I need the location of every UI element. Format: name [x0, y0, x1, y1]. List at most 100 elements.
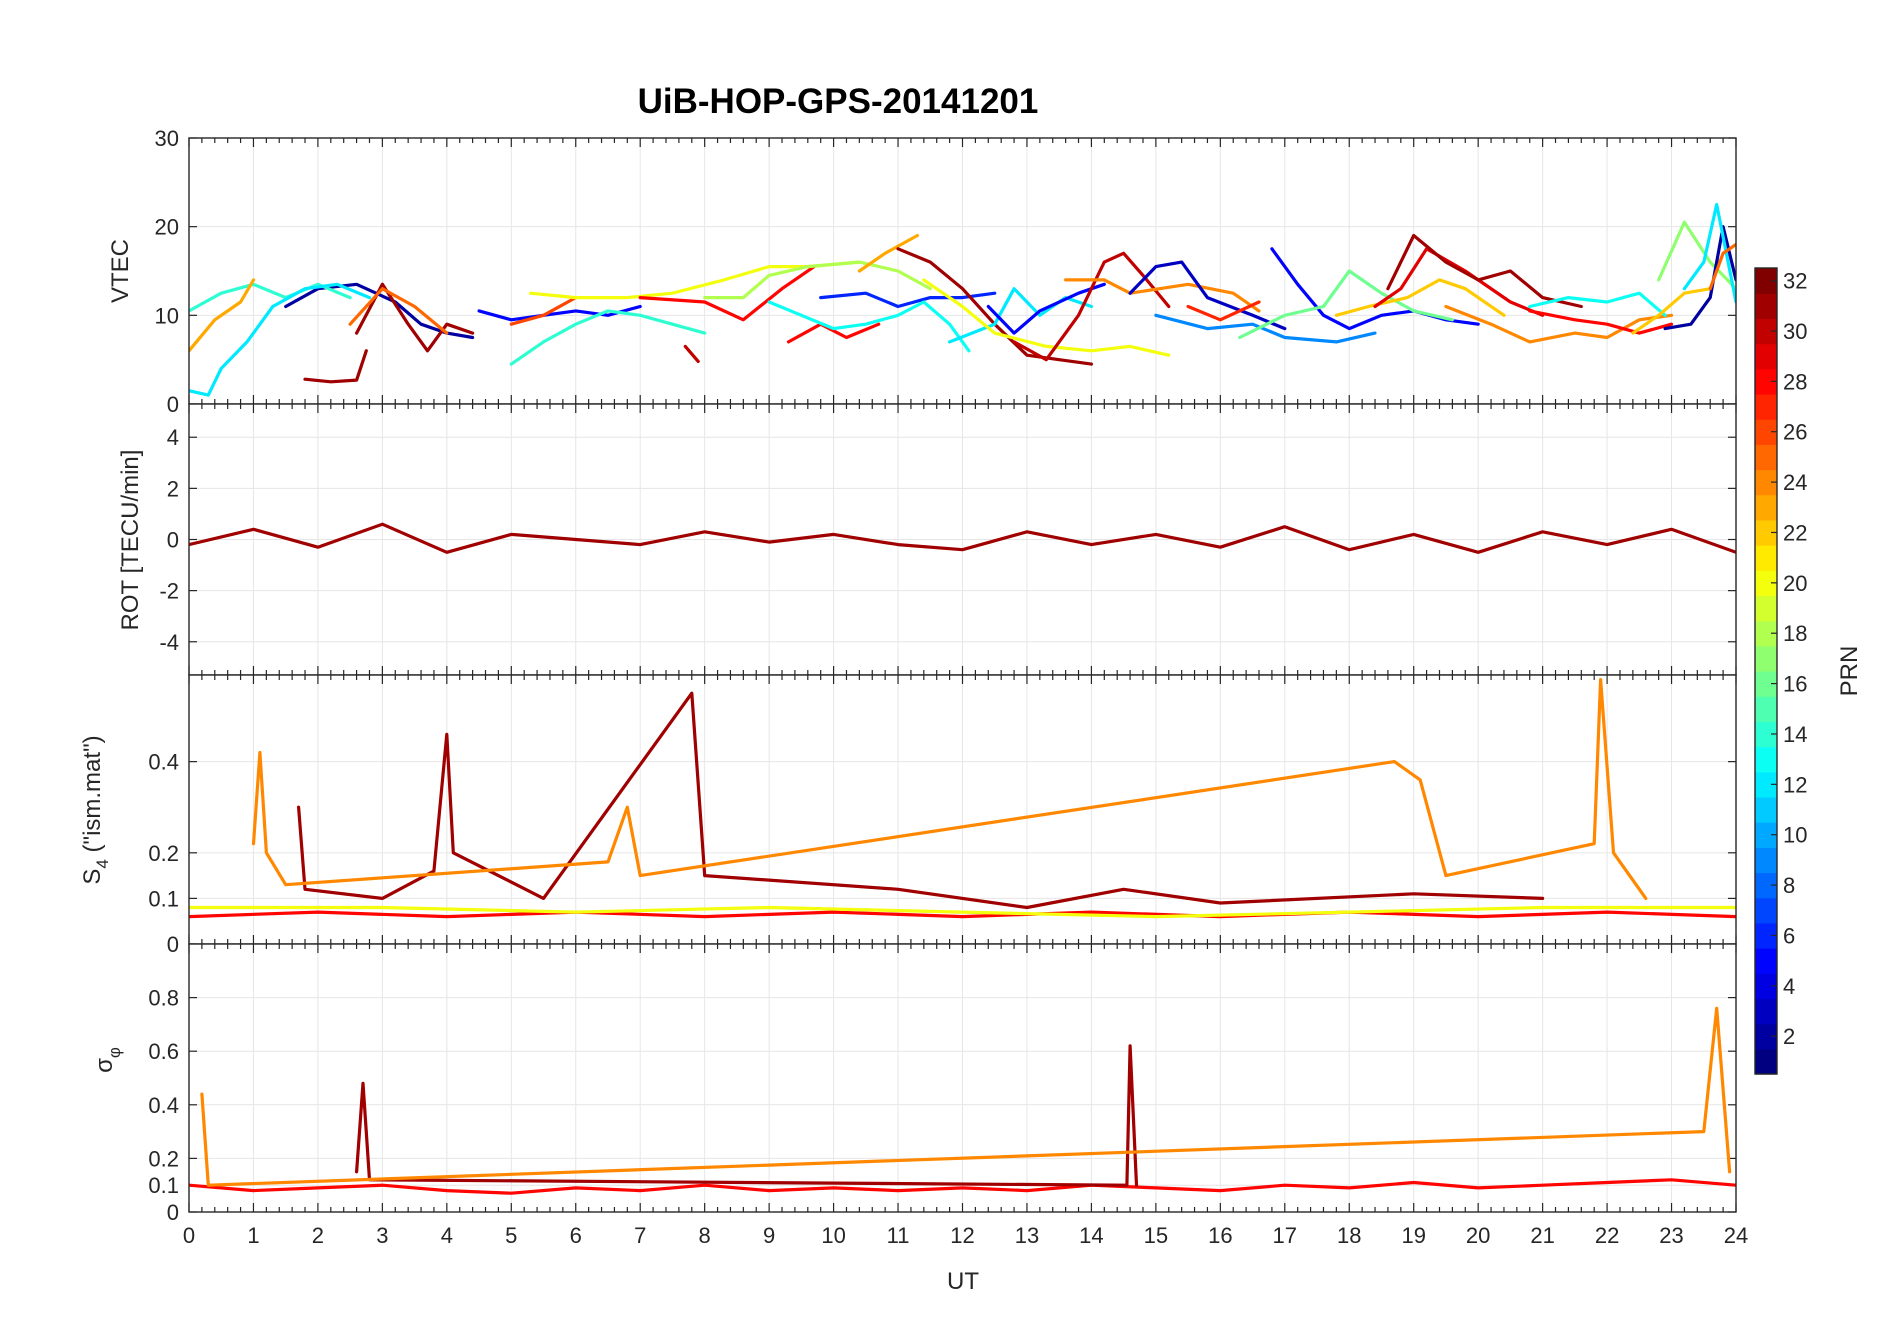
series-prn-28 [786, 322, 881, 344]
y-tick-label: 0 [167, 528, 179, 553]
sigma_phi-y-label: σφ [91, 1047, 124, 1073]
x-tick-label: 15 [1144, 1223, 1168, 1248]
x-tick-label: 8 [699, 1223, 711, 1248]
y-tick-label: 0.1 [148, 886, 179, 911]
x-tick-label: 13 [1015, 1223, 1039, 1248]
colorbar-tick-label: 2 [1783, 1024, 1795, 1049]
series-prn-26 [509, 296, 578, 326]
x-tick-label: 19 [1401, 1223, 1425, 1248]
x-tick-label: 18 [1337, 1223, 1361, 1248]
y-label-main: S [79, 869, 106, 885]
series-prn-25 [348, 287, 449, 335]
series-prn-29 [1373, 247, 1545, 317]
colorbar-segment [1755, 620, 1777, 647]
x-tick-label: 12 [950, 1223, 974, 1248]
colorbar-tick-label: 6 [1783, 923, 1795, 948]
series-prn-24 [1444, 304, 1674, 344]
series-prn-28 [1528, 309, 1674, 335]
colorbar-segment [1755, 671, 1777, 697]
series-prn-28 [189, 1178, 1736, 1195]
colorbar-tick-label: 30 [1783, 319, 1807, 344]
colorbar-segment [1755, 343, 1777, 370]
y-tick-label: 0.8 [148, 986, 179, 1011]
series-prn-24 [1064, 278, 1261, 313]
colorbar-segment [1755, 469, 1777, 496]
x-tick-label: 10 [821, 1223, 845, 1248]
x-tick-label: 11 [887, 1223, 910, 1248]
y-tick-label: 0.4 [148, 1093, 179, 1118]
y-tick-label: 4 [167, 425, 179, 450]
colorbar-tick-label: 22 [1783, 520, 1807, 545]
y-tick-label: -4 [159, 630, 179, 655]
x-tick-label: 2 [312, 1223, 324, 1248]
colorbar-segment [1755, 318, 1777, 345]
colorbar-tick-label: 8 [1783, 873, 1795, 898]
sigma_phi-frame [188, 943, 1737, 1213]
s4-panel: 0 0.1 0.2 0.4 S4 ("ism.mat") [79, 674, 1737, 957]
colorbar-segment [1755, 268, 1777, 294]
colorbar-segment [1755, 444, 1777, 471]
colorbar-label: PRN [1836, 646, 1863, 697]
s4-y-label: S4 ("ism.mat") [79, 735, 112, 884]
x-axis: 0 1 2 3 4 5 6 7 8 9 10 11 12 13 14 15 16 17 18 19 20 21 22 23 24 [183, 1223, 1748, 1248]
x-tick-label: 5 [505, 1223, 517, 1248]
series-prn-22 [1631, 287, 1712, 335]
y-tick-label: 2 [167, 476, 179, 501]
y-tick-label: 0.1 [148, 1173, 179, 1198]
series-prn-12 [1682, 202, 1736, 304]
series-prn-28 [638, 265, 816, 322]
y-label-sub: φ [105, 1047, 124, 1058]
series-prn-30 [1012, 251, 1171, 362]
colorbar-segment [1755, 570, 1777, 597]
colorbar-segment [1755, 822, 1777, 848]
x-tick-label: 14 [1079, 1223, 1103, 1248]
y-label-main: σ [91, 1058, 118, 1073]
y-tick-label: 0.2 [148, 841, 179, 866]
x-tick-label: 6 [570, 1223, 582, 1248]
colorbar-segment [1755, 872, 1777, 899]
series-prn-23 [189, 278, 256, 353]
series-prn-20 [922, 278, 1171, 357]
x-tick-label: 0 [183, 1223, 195, 1248]
x-tick-label: 24 [1724, 1223, 1748, 1248]
series-prn-24 [251, 678, 1648, 900]
y-label-rest: ("ism.mat") [79, 735, 106, 859]
colorbar-tick-label: 16 [1783, 672, 1807, 697]
colorbar-tick-label: 4 [1783, 974, 1795, 999]
y-label-sub: 4 [93, 859, 112, 868]
series-prn-24 [200, 1006, 1732, 1187]
colorbar-segment [1755, 696, 1777, 722]
colorbar-tick-label: 12 [1783, 772, 1807, 797]
series-prn-13 [1528, 291, 1667, 317]
series-prn-30 [683, 344, 700, 363]
vtec-panel: 0 10 20 30 VTEC [107, 126, 1737, 417]
y-tick-label: 0 [167, 1200, 179, 1225]
vtec-traces [189, 202, 1736, 397]
series-prn-3 [1128, 260, 1287, 331]
colorbar-tick-label: 32 [1783, 269, 1807, 294]
colorbar-segment [1755, 545, 1777, 571]
colorbar-tick-label: 26 [1783, 420, 1807, 445]
y-tick-label: -2 [159, 579, 179, 604]
series-prn-31 [1386, 233, 1583, 309]
x-tick-label: 9 [763, 1223, 775, 1248]
x-tick-label: 16 [1208, 1223, 1232, 1248]
y-tick-label: 20 [155, 215, 179, 240]
x-tick-label: 7 [634, 1223, 646, 1248]
series-prn-17 [1657, 220, 1736, 291]
colorbar-segment [1755, 595, 1777, 622]
colorbar-segment [1755, 771, 1777, 798]
x-tick-label: 1 [247, 1223, 259, 1248]
series-prn-16 [1238, 269, 1454, 340]
colorbar-segment [1755, 948, 1777, 974]
chart-title: UiB-HOP-GPS-20141201 [638, 82, 1039, 121]
colorbar-segment [1755, 973, 1777, 1000]
colorbar-segment [1755, 645, 1777, 672]
x-tick-label: 22 [1595, 1223, 1619, 1248]
colorbar-segment [1755, 519, 1777, 546]
series-prn-9 [1154, 313, 1377, 344]
series-prn-5 [477, 304, 642, 322]
colorbar-frame [1754, 267, 1778, 1075]
x-tick-label: 23 [1659, 1223, 1683, 1248]
